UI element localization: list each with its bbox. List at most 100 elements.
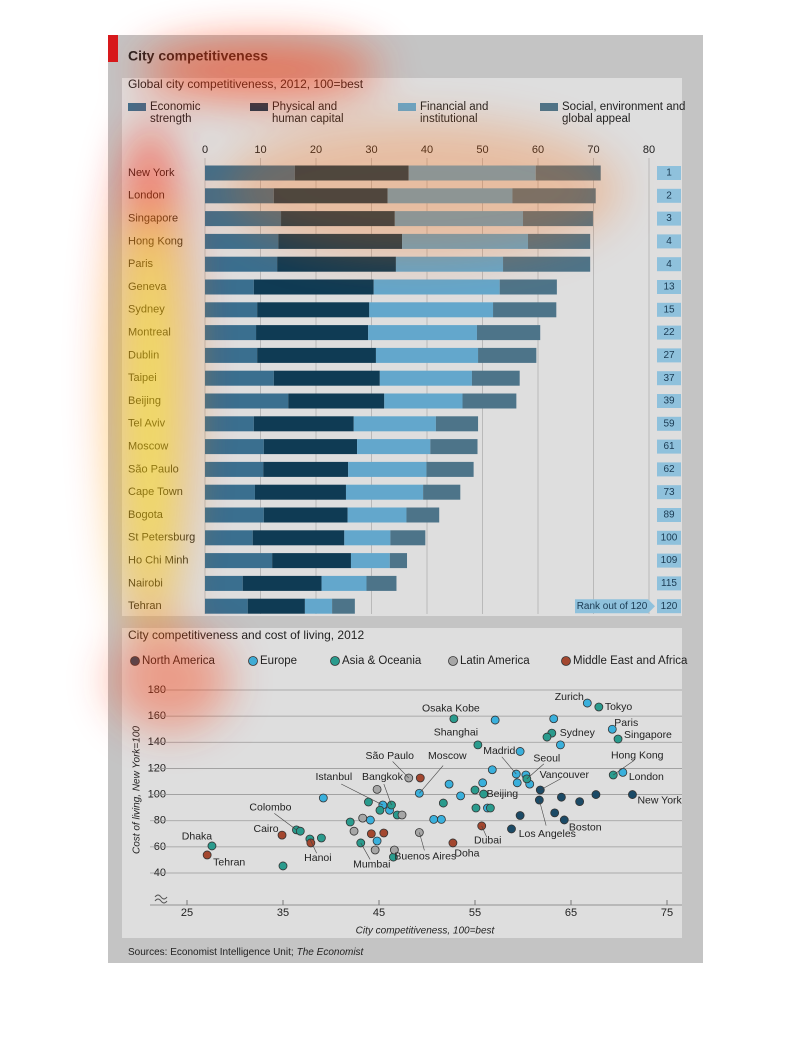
category-label: St Petersburg [128,532,195,544]
point-label: São Paulo [366,750,415,762]
point-label: Vancouver [540,769,590,781]
point [471,803,481,813]
bar-segment [272,553,351,569]
leader-line [501,756,517,775]
bar-segment [263,439,358,455]
bar-segment [257,347,376,363]
point [366,829,376,839]
legend-swatch [128,103,146,111]
point [429,815,439,824]
source-text: Sources: Economist Intelligence Unit; [128,947,294,958]
point [207,841,217,851]
rank-label: 61 [663,441,675,452]
rank-label: 22 [663,327,675,338]
bar-segment [253,279,374,295]
bar-segment [435,416,479,432]
leader-line [526,763,545,780]
point-label: New York [637,794,682,806]
bar-segment [353,416,436,432]
point-label: Cairo [253,823,278,835]
scatter-title: City competitiveness and cost of living,… [128,628,364,642]
rank-label: 109 [661,555,678,566]
legend-label: Financial and institutional [420,101,489,125]
point [575,797,585,807]
point [473,740,483,750]
legend-swatch [250,103,268,111]
point-label: London [629,771,664,783]
category-label: São Paulo [128,463,179,475]
legend-swatch [540,103,558,111]
x-tick-label: 20 [310,144,322,156]
rank-label: 4 [666,259,672,270]
bar-segment [277,256,396,272]
rank-label: 89 [663,510,675,521]
bar-segment [476,325,541,341]
point [485,803,495,813]
point [345,817,355,827]
point [470,785,480,795]
point [349,826,359,836]
bar-subtitle: Global city competitiveness, 2012, 100=b… [128,77,364,91]
bar-segment [257,302,370,318]
x-tick-label: 45 [373,907,385,919]
rank-label: 59 [663,418,675,429]
bar-segment [304,598,333,614]
point-label: Osaka Kobe [422,703,480,715]
point [490,715,500,725]
bar-segment [503,256,591,272]
x-tick-label: 10 [254,144,266,156]
leader-line [309,838,317,854]
rank-box [657,416,681,431]
point [365,815,375,825]
point-label: Seoul [533,753,560,765]
point [316,833,326,843]
point [607,724,617,734]
rank-label: 73 [663,487,675,498]
point-label: Tokyo [605,701,633,713]
rank-label: 120 [661,601,678,612]
rank-box [657,325,681,340]
x-tick-label: 80 [643,144,655,156]
bar-segment [205,347,258,363]
x-tick-label: 75 [661,907,673,919]
bar-segment [379,370,472,386]
bar-segment [389,553,408,569]
point-label: Boston [569,822,602,834]
point [397,810,407,820]
bar-segment [430,439,478,455]
point [515,811,525,820]
rank-box [657,553,681,568]
point-label: Zurich [555,691,584,703]
rank-box [657,576,681,591]
bar-segment [512,188,596,204]
rank-label: 39 [663,396,675,407]
point-label: Hong Kong [611,750,664,762]
bar-segment [205,211,282,227]
bar-segment [462,393,517,409]
bar-segment [345,484,424,500]
category-label: Sydney [128,304,165,316]
category-label: Geneva [128,281,167,293]
bar-segment [390,530,426,546]
bar-segment [387,188,513,204]
rank-box [657,599,681,614]
point [594,702,604,712]
rank-label: 13 [663,282,675,293]
bar-segment [321,575,367,591]
point [295,826,305,836]
point [277,830,287,840]
rank-box [657,462,681,477]
point-label: Istanbul [315,771,352,783]
point-label: Singapore [624,729,672,741]
rank-box [657,257,681,272]
bar-segment [256,325,369,341]
rank-label: 15 [663,304,675,315]
point [549,714,559,724]
bar-segment [350,553,390,569]
rank-box [657,530,681,545]
bar-segment [535,165,601,181]
point [379,828,389,838]
point [372,784,382,794]
point [556,740,565,750]
